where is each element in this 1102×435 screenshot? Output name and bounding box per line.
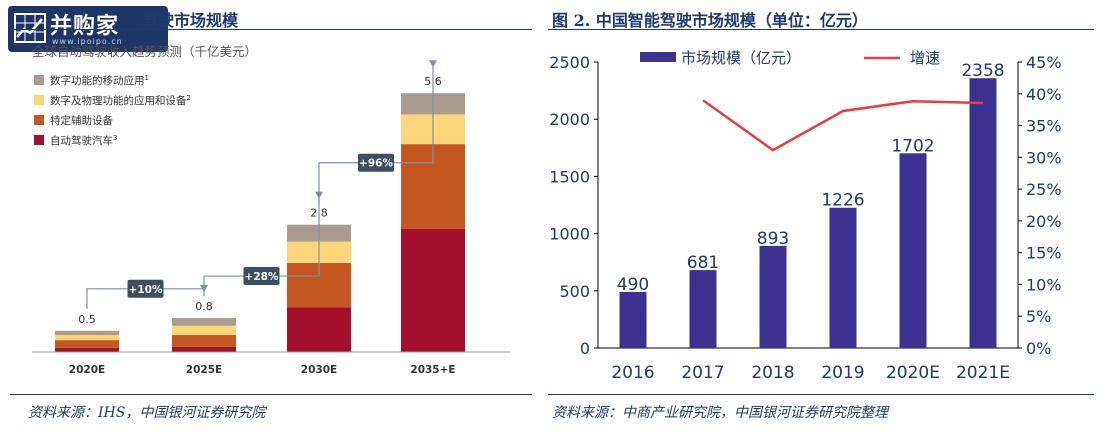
stacked-bar-segment [172,318,236,326]
left-tick-label: 2000 [549,110,590,129]
right-right-axis: 0% 5% 10% 15% 20% 25% 30% 35% 40% 45% [1017,53,1062,358]
left-x-axis: 2020E 2025E 2030E 2035+E [69,364,456,376]
right-tick-label: 0% [1026,339,1051,358]
legend-label: 特定辅助设备 [50,114,113,127]
market-size-bar [829,207,857,348]
market-size-bar [689,270,717,348]
x-tick-label: 2021E [956,363,1010,383]
chart-logo-icon [14,13,46,43]
market-size-bar [759,245,787,348]
x-tick-label: 2020E [886,363,940,383]
left-chart: 全球自动驾驶收入趋势预测（千亿美元） 数字功能的移动应用1 数字及物理功能的应用和… [32,44,510,376]
right-source-rule [548,394,1094,395]
growth-badge-label: +28% [245,271,279,283]
market-size-bar [899,153,927,348]
x-tick-label: 2020E [69,364,105,376]
bar-total-label: 0.8 [195,300,213,313]
left-tick-label: 500 [559,282,590,301]
market-size-bar [619,291,647,348]
right-source: 资料来源：中商产业研究院，中国银河证券研究院整理 [552,405,888,421]
right-legend: 市场规模（亿元） 增速 [640,49,940,67]
stacked-bar-segment [55,347,119,352]
bar-value-label: 1702 [891,136,934,156]
left-panel: 并购家 www.ipoipo.cn 驾驶市场规模 全球自动驾驶收入趋势预测（千亿… [0,0,540,435]
left-tick-label: 1500 [549,167,590,186]
x-tick-label: 2016 [611,363,654,383]
legend-label-line: 增速 [910,49,940,67]
right-tick-label: 25% [1026,180,1062,199]
right-left-axis: 0 500 1000 1500 2000 2500 [549,53,1018,358]
left-growth-annotations: +10% +28% +96% [86,60,437,309]
right-tick-label: 20% [1026,212,1062,231]
bar-value-label: 1226 [821,191,864,211]
legend-swatch-bar [640,52,676,62]
stacked-bar-segment [55,340,119,348]
legend-swatch [34,115,44,125]
stacked-bar-segment [55,335,119,341]
legend-swatch [34,75,44,85]
stacked-bar-segment [172,346,236,352]
bar-value-label: 681 [687,253,719,273]
x-tick-label: 2017 [681,363,724,383]
right-tick-label: 15% [1026,244,1062,263]
x-tick-label: 2030E [301,364,337,376]
right-growth-line [702,99,984,152]
legend-label-bar: 市场规模（亿元） [681,49,801,67]
growth-badge [243,267,280,286]
right-chart: 0 500 1000 1500 2000 2500 0% 5% 10% 15% 20% 25% 30%… [549,49,1062,383]
logo-text: 并购家 [50,14,120,39]
bar-value-label: 893 [757,229,789,249]
bar-total-label: 0.5 [78,313,96,326]
left-caption: 驾驶市场规模 [142,11,239,30]
right-tick-label: 45% [1026,53,1062,72]
stacked-bar-segment [172,325,236,336]
legend-swatch [34,95,44,105]
right-tick-label: 5% [1026,307,1051,326]
left-chart-title: 全球自动驾驶收入趋势预测（千亿美元） [32,44,257,59]
growth-arrow-head [429,60,437,68]
right-tick-label: 40% [1026,85,1062,104]
x-tick-label: 2025E [186,364,222,376]
stacked-bar-segment [55,330,119,336]
right-tick-label: 30% [1026,148,1062,167]
growth-badge [358,153,394,172]
left-source: 资料来源：IHS，中国银河证券研究院 [28,405,266,421]
left-caption-rule [10,29,532,30]
x-tick-label: 2019 [821,363,864,383]
left-bars: 0.50.82.85.6 [55,75,465,352]
x-tick-label: 2018 [751,363,794,383]
logo-subtext: www.ipoipo.cn [52,37,123,46]
bar-value-label: 2358 [961,61,1004,81]
legend-label: 数字及物理功能的应用和设备2 [50,94,191,107]
market-size-bar [969,78,997,348]
x-tick-label: 2035+E [410,364,455,376]
right-panel: 图 2. 中国智能驾驶市场规模（单位：亿元） 0 500 1000 1500 2000 2… [548,0,1102,435]
right-caption-rule [548,29,1094,30]
growth-badge-label: +10% [129,284,163,296]
growth-rate-line [702,99,984,152]
right-tick-label: 10% [1026,275,1062,294]
growth-badge [127,279,164,298]
stacked-bar-segment [287,307,351,352]
growth-badge-label: +96% [359,158,393,170]
stacked-bar-segment [172,335,236,347]
legend-label: 数字功能的移动应用1 [50,74,149,87]
right-x-axis: 2016 2017 2018 2019 2020E 2021E [611,363,1010,383]
left-source-rule [10,394,532,395]
right-tick-label: 35% [1026,117,1062,136]
stacked-bar-segment [401,228,465,352]
legend-swatch [34,135,44,145]
left-tick-label: 1000 [549,225,590,244]
right-bars: 490 681 893 1226 1702 2358 [617,61,1005,348]
left-tick-label: 0 [580,339,590,358]
left-tick-label: 2500 [549,53,590,72]
right-caption: 图 2. 中国智能驾驶市场规模（单位：亿元） [552,11,868,30]
bar-value-label: 490 [617,275,649,295]
legend-label: 自动驾驶汽车3 [50,134,117,147]
